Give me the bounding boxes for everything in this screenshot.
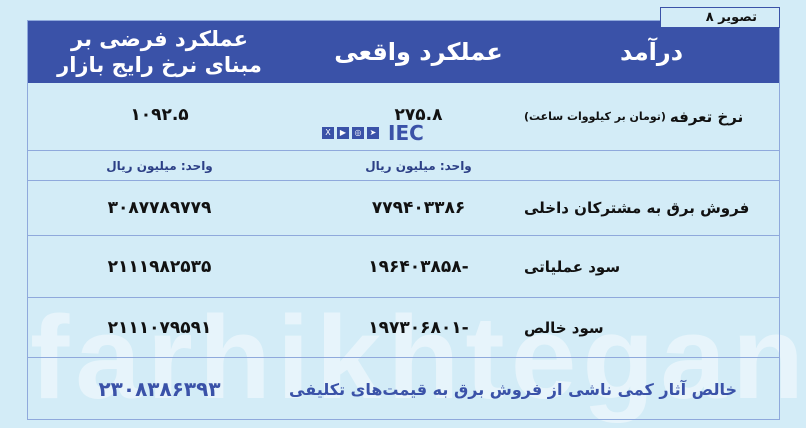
header-actual: عملکرد واقعی [334,38,503,66]
row-label: نرخ تعرفه (تومان بر کیلووات ساعت) [524,83,779,150]
row-label-text: نرخ تعرفه [669,107,744,126]
hypothetical-value: ۱۰۹۲.۵ [130,105,189,125]
income-table: درآمد عملکرد واقعی عملکرد فرضی بر مبنای … [27,20,780,420]
actual-value: ۲۷۵.۸ [394,105,443,125]
table-header: درآمد عملکرد واقعی عملکرد فرضی بر مبنای … [28,21,779,83]
row-label: فروش برق به مشترکان داخلی [524,199,750,217]
header-hypothetical: عملکرد فرضی بر مبنای نرخ رایج بازار [57,27,262,77]
summary-label: خالص آثار کمی ناشی از فروش برق به قیمت‌ه… [289,379,738,399]
row-label: سود عملیاتی [524,257,621,276]
table-row: سود عملیاتی -۱۹۶۴۰۳۸۵۸ ۲۱۱۱۹۸۲۵۳۵ [28,236,779,298]
unit-row: واحد: میلیون ریال واحد: میلیون ریال [28,151,779,181]
table-row: سود خالص -۱۹۷۳۰۶۸۰۱ ۲۱۱۱۰۷۹۵۹۱ [28,298,779,358]
unit-hypothetical: واحد: میلیون ریال [106,158,213,173]
header-income: درآمد [619,38,684,66]
summary-row: خالص آثار کمی ناشی از فروش برق به قیمت‌ه… [28,358,779,420]
row-label: سود خالص [524,318,604,337]
actual-value: -۱۹۷۳۰۶۸۰۱ [368,317,469,338]
actual-value: ۷۷۹۴۰۳۳۸۶ [371,198,466,218]
youtube-icon: ▶ [337,127,349,139]
telegram-icon: ➤ [367,127,379,139]
hypothetical-value: ۲۱۱۱۹۸۲۵۳۵ [107,256,212,277]
table-row: فروش برق به مشترکان داخلی ۷۷۹۴۰۳۳۸۶ ۳۰۸۷… [28,181,779,236]
hypothetical-value: ۳۰۸۷۷۸۹۷۷۹ [107,198,212,218]
hypothetical-value: ۲۱۱۱۰۷۹۵۹۱ [107,317,212,338]
summary-value: ۲۳۰۸۳۸۶۳۹۳ [98,377,221,401]
table-row: نرخ تعرفه (تومان بر کیلووات ساعت) ۲۷۵.۸ ۱… [28,83,779,151]
instagram-icon: ◎ [352,127,364,139]
logo-text: IEC [388,121,424,145]
actual-value: -۱۹۶۴۰۳۸۵۸ [368,256,469,277]
x-icon: X [322,127,334,139]
figure-tag: تصویر ۸ [660,7,780,28]
unit-actual: واحد: میلیون ریال [365,158,472,173]
brand-logo: X ▶ ◎ ➤ IEC [322,123,424,143]
row-label-note: (تومان بر کیلووات ساعت) [524,110,666,123]
